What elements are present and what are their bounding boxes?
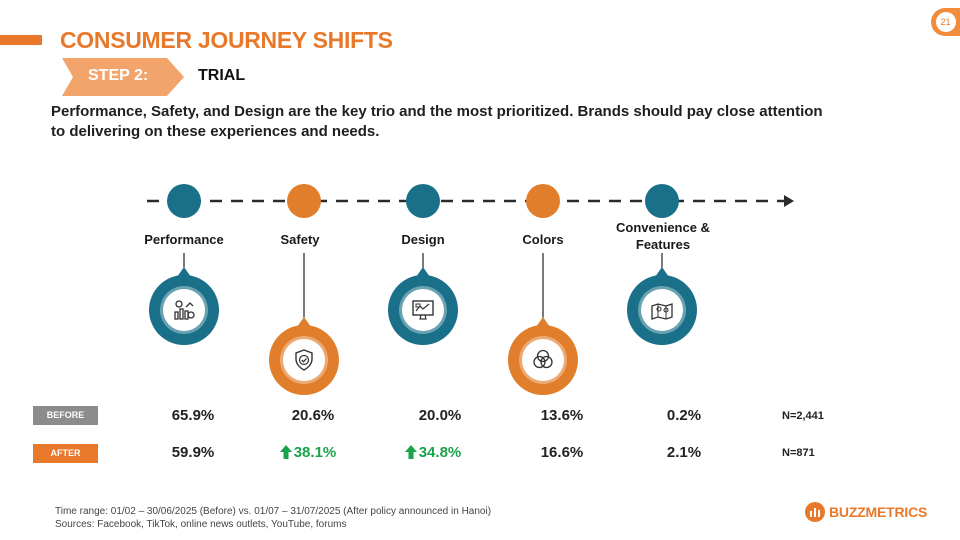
before-value-convenience: 0.2% xyxy=(666,407,702,424)
before-row-label: BEFORE xyxy=(33,406,98,425)
footnote: Time range: 01/02 – 30/06/2025 (Before) … xyxy=(55,505,491,531)
page-number-badge: 21 xyxy=(931,8,960,36)
timeline-node-performance xyxy=(167,184,201,218)
step-badge xyxy=(62,58,184,96)
intro-text: Performance, Safety, and Design are the … xyxy=(51,103,823,140)
increase-arrow-icon xyxy=(404,445,417,459)
color-circles-icon xyxy=(533,349,553,369)
after-value-colors: 16.6% xyxy=(540,444,584,461)
step-name: TRIAL xyxy=(198,67,246,84)
step-label: STEP 2: xyxy=(88,67,149,84)
buzzmetrics-logo-icon xyxy=(805,502,825,522)
footnote-time-range: Time range: 01/02 – 30/06/2025 (Before) … xyxy=(55,506,492,517)
timeline-node-colors xyxy=(526,184,560,218)
before-value-performance: 65.9% xyxy=(171,407,215,424)
shield-check-icon xyxy=(295,349,313,371)
timeline-node-safety xyxy=(287,184,321,218)
map-location-icon xyxy=(651,303,673,320)
before-sample-size: N=2,441 xyxy=(782,410,824,422)
timeline-node-design xyxy=(406,184,440,218)
before-value-safety: 20.6% xyxy=(291,407,335,424)
safety-icon-ring xyxy=(269,317,339,395)
footnote-sources: Sources: Facebook, TikTok, online news o… xyxy=(55,519,347,530)
design-icon-ring xyxy=(388,267,458,345)
header-accent-bar xyxy=(0,35,42,45)
buzzmetrics-logo: BUZZMETRICS xyxy=(805,502,927,522)
after-value-design-wrapper: 34.8% xyxy=(388,444,478,461)
colors-icon-ring xyxy=(508,317,578,395)
page-number: 21 xyxy=(935,12,956,32)
after-value-safety-wrapper: 38.1% xyxy=(263,444,353,461)
design-monitor-icon xyxy=(412,300,434,320)
increase-arrow-icon xyxy=(279,445,292,459)
after-value-design: 34.8% xyxy=(418,444,462,461)
stage-label-design: Design xyxy=(401,232,445,247)
after-value-safety: 38.1% xyxy=(293,444,337,461)
stage-label-performance: Performance xyxy=(144,232,224,247)
performance-icon-ring xyxy=(149,267,219,345)
before-value-colors: 13.6% xyxy=(540,407,584,424)
before-value-design: 20.0% xyxy=(418,407,462,424)
timeline-node-convenience xyxy=(645,184,679,218)
stage-label-safety: Safety xyxy=(280,232,320,247)
after-sample-size: N=871 xyxy=(782,447,815,459)
stage-label-convenience: Convenience & Features xyxy=(616,220,710,252)
after-value-performance: 59.9% xyxy=(171,444,215,461)
buzzmetrics-logo-text: BUZZMETRICS xyxy=(829,504,928,520)
stage-label-colors: Colors xyxy=(522,232,564,247)
after-value-convenience: 2.1% xyxy=(666,444,702,461)
performance-chart-icon xyxy=(174,300,195,320)
after-row-label: AFTER xyxy=(33,444,98,463)
convenience-icon-ring xyxy=(627,267,697,345)
page-title: CONSUMER JOURNEY SHIFTS xyxy=(60,27,393,53)
timeline-arrow-head xyxy=(784,195,794,207)
